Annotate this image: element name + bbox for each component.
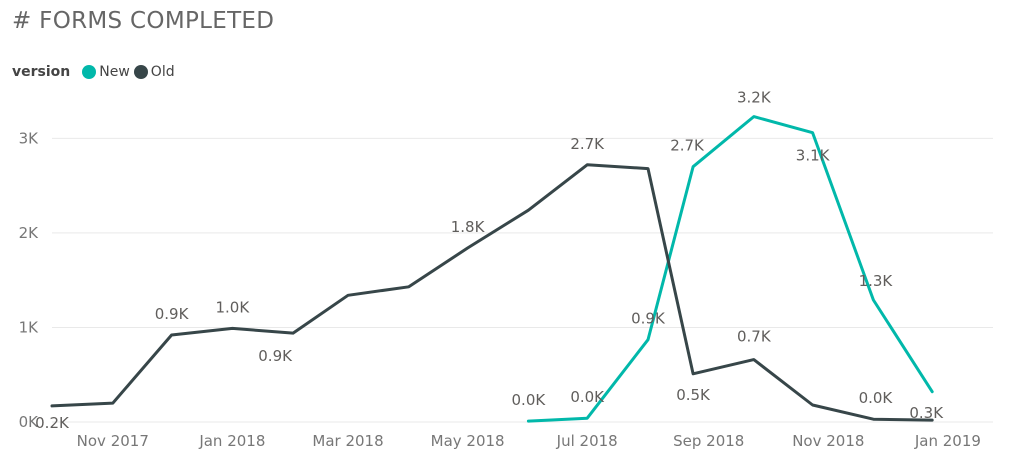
data-label-old: 0.7K xyxy=(737,328,772,346)
series-line-old xyxy=(50,163,934,422)
y-tick-label: 2K xyxy=(19,224,40,242)
y-tick-label: 1K xyxy=(19,318,40,336)
legend-swatch-old xyxy=(133,65,148,79)
x-tick-label: Jan 2019 xyxy=(914,432,981,450)
data-label-new: 0.9K xyxy=(631,310,666,328)
x-tick-label: Jul 2018 xyxy=(556,432,618,450)
x-tick-label: May 2018 xyxy=(431,432,505,450)
y-tick-label: 3K xyxy=(19,129,40,147)
x-tick-label: Nov 2017 xyxy=(77,432,149,450)
data-label-new: 0.0K xyxy=(512,391,547,409)
data-label-old: 2.7K xyxy=(570,135,605,153)
legend-item-old[interactable]: Old xyxy=(133,64,175,80)
legend-label-new: New xyxy=(99,64,130,80)
chart-title: # FORMS COMPLETED xyxy=(12,8,275,34)
legend-label-old: Old xyxy=(150,64,175,80)
data-label-new: 2.7K xyxy=(670,137,705,155)
data-label-old: 0.2K xyxy=(35,414,70,432)
legend: version New Old xyxy=(12,62,179,82)
legend-swatch-new xyxy=(82,65,97,79)
data-label-old: 0.9K xyxy=(155,305,190,323)
data-label-old: 0.9K xyxy=(258,347,293,365)
data-label-old: 0.0K xyxy=(859,389,894,407)
x-tick-label: Mar 2018 xyxy=(312,432,383,450)
x-tick-label: Jan 2018 xyxy=(198,432,265,450)
data-label-new: 3.1K xyxy=(796,147,831,165)
legend-title: version xyxy=(12,64,71,80)
x-tick-label: Nov 2018 xyxy=(792,432,864,450)
x-tick-label: Sep 2018 xyxy=(673,432,744,450)
data-label-old: 1.8K xyxy=(451,218,486,236)
data-label-old: 0.3K xyxy=(909,404,944,422)
data-label-old: 1.0K xyxy=(216,298,251,316)
y-tick-label: 0K xyxy=(19,413,40,431)
data-label-new: 1.3K xyxy=(859,272,894,290)
legend-item-new[interactable]: New xyxy=(82,64,130,80)
data-label-new: 0.0K xyxy=(570,388,605,406)
series-line-new xyxy=(526,115,934,423)
data-label-old: 0.5K xyxy=(676,386,711,404)
data-label-new: 3.2K xyxy=(737,89,772,107)
